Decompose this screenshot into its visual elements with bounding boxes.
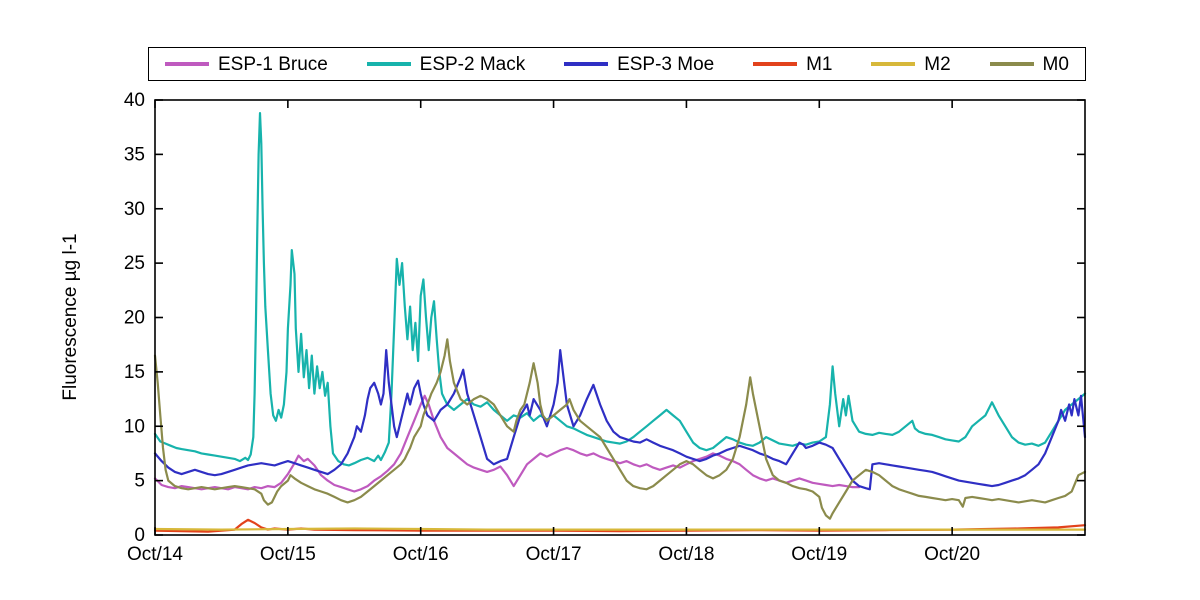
x-tick-label: Oct/14	[127, 544, 183, 565]
y-tick-label: 10	[124, 416, 145, 437]
x-tick-label: Oct/18	[658, 544, 714, 565]
series-line-esp-3-moe	[153, 349, 1087, 491]
legend-item-esp-2-mack: ESP-2 Mack	[366, 53, 526, 75]
legend-line-sample	[989, 62, 1034, 66]
legend-line-sample	[871, 62, 916, 66]
y-tick-label: 30	[124, 199, 145, 220]
legend-line-sample	[753, 62, 798, 66]
series-line-esp-2-mack	[153, 111, 1087, 467]
legend-line-sample	[564, 62, 609, 66]
legend-item-esp-3-moe: ESP-3 Moe	[564, 55, 714, 74]
legend-label: M2	[924, 53, 951, 75]
y-tick-label: 5	[134, 471, 145, 492]
x-tick-label: Oct/15	[260, 544, 316, 565]
legend-label: M1	[806, 53, 833, 75]
y-tick-label: 20	[124, 308, 145, 329]
y-tick-label: 35	[124, 144, 145, 165]
legend-label: M0	[1042, 53, 1069, 75]
legend-label: ESP-1 Bruce	[218, 53, 328, 75]
y-tick-label: 15	[124, 362, 145, 383]
legend-item-m0: M0	[989, 53, 1069, 75]
legend-label: ESP-3 Moe	[617, 53, 715, 75]
legend-label: ESP-2 Mack	[419, 53, 526, 75]
y-tick-label: 0	[134, 525, 145, 546]
x-tick-label: Oct/17	[526, 544, 582, 565]
y-tick-label: 40	[124, 90, 145, 111]
legend-item-esp-1-bruce: ESP-1 Bruce	[165, 55, 328, 74]
series-line-m2	[153, 527, 1087, 531]
legend-item-m2: M2	[871, 53, 951, 75]
x-tick-label: Oct/19	[791, 544, 847, 565]
x-tick-label: Oct/20	[924, 544, 980, 565]
series-line-esp-1-bruce	[153, 394, 861, 493]
y-tick-label: 25	[124, 253, 145, 274]
legend-item-m1: M1	[753, 55, 832, 74]
x-tick-label: Oct/16	[393, 544, 449, 565]
chart-legend: ESP-1 Bruce ESP-2 Mack ESP-3 Moe M1 M2 M0	[148, 47, 1086, 81]
legend-line-sample	[366, 62, 411, 66]
series-line-m0	[153, 338, 1087, 520]
legend-line-sample	[165, 62, 209, 66]
